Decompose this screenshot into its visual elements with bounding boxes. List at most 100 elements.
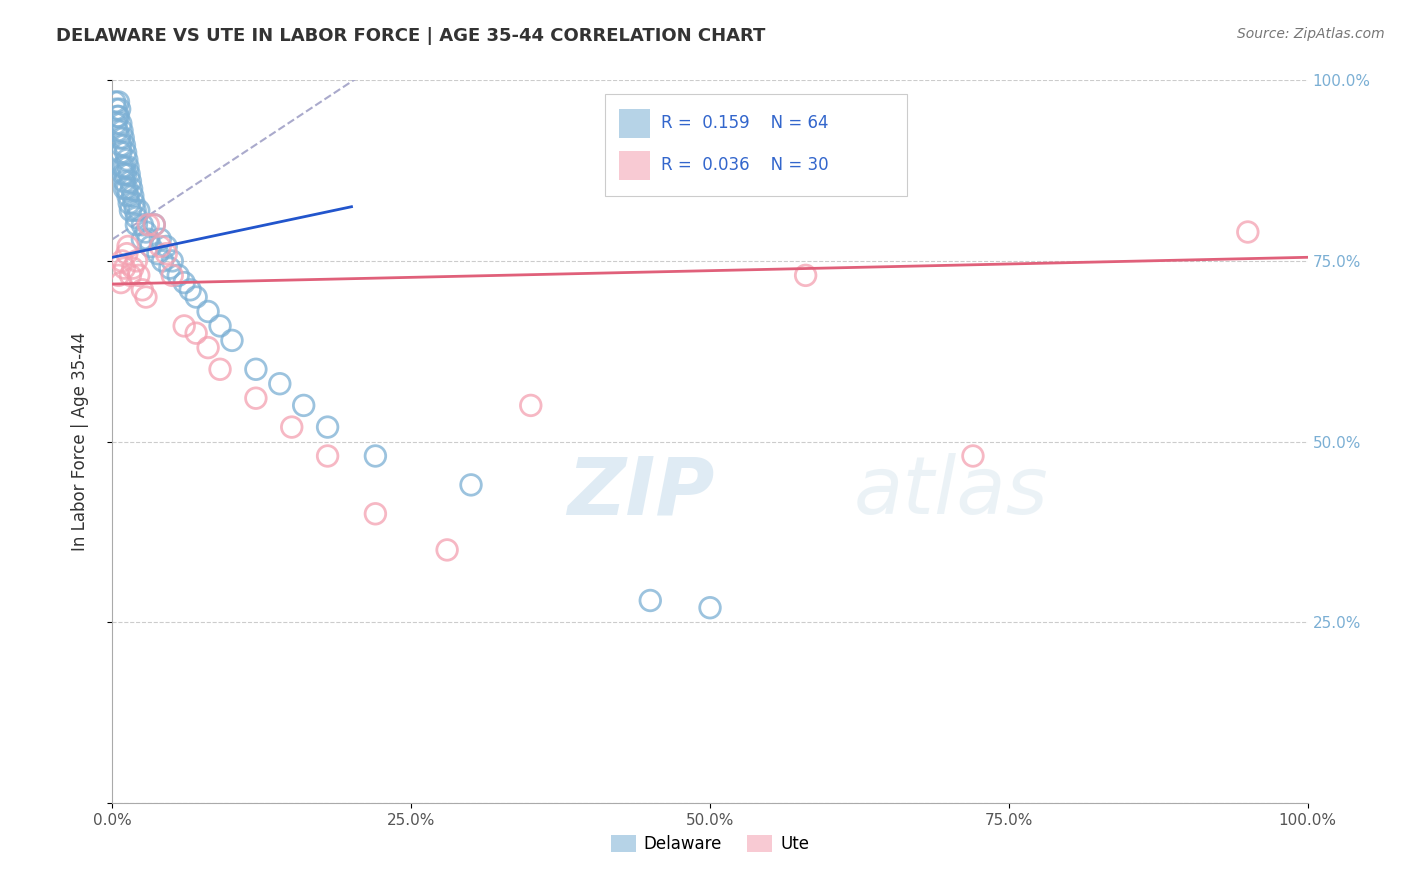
Legend: Delaware, Ute: Delaware, Ute: [603, 828, 817, 860]
Point: [364, 507, 387, 521]
Point: [110, 138, 132, 153]
Point: [131, 232, 153, 246]
Point: [316, 449, 339, 463]
Point: [699, 600, 721, 615]
Point: [122, 196, 145, 211]
Point: [110, 145, 132, 160]
Point: [197, 341, 219, 355]
Point: [436, 542, 458, 557]
Point: [107, 110, 129, 124]
Point: [292, 398, 315, 412]
Point: [794, 268, 817, 283]
Point: [167, 268, 190, 283]
Point: [281, 420, 304, 434]
Point: [143, 218, 166, 232]
Point: [149, 232, 172, 246]
Point: [316, 420, 339, 434]
Point: [120, 174, 142, 188]
Point: [138, 218, 160, 232]
Point: [105, 102, 128, 116]
Point: [125, 218, 148, 232]
Point: [114, 138, 135, 153]
Point: [245, 362, 267, 376]
Point: [269, 376, 291, 391]
Point: [173, 318, 195, 333]
Point: [209, 318, 232, 333]
Point: [124, 203, 146, 218]
Point: [115, 153, 138, 167]
Text: atlas: atlas: [853, 453, 1049, 531]
Point: [110, 276, 132, 290]
Point: [105, 124, 128, 138]
Point: [962, 449, 984, 463]
Point: [111, 253, 134, 268]
Point: [520, 398, 543, 412]
Point: [112, 167, 135, 181]
Point: [131, 218, 153, 232]
Point: [186, 326, 208, 340]
Point: [209, 362, 232, 376]
Point: [121, 261, 143, 276]
Point: [117, 160, 139, 174]
Point: [117, 239, 139, 253]
Point: [110, 117, 132, 131]
Text: Source: ZipAtlas.com: Source: ZipAtlas.com: [1237, 27, 1385, 41]
Point: [155, 239, 177, 253]
Point: [114, 167, 136, 181]
Point: [131, 283, 153, 297]
Point: [197, 304, 219, 318]
Point: [112, 131, 135, 145]
Point: [125, 253, 148, 268]
Point: [179, 283, 201, 297]
Point: [121, 189, 143, 203]
Point: [135, 290, 157, 304]
Point: [117, 189, 139, 203]
Point: [115, 182, 138, 196]
Point: [120, 203, 142, 218]
Point: [460, 478, 482, 492]
Point: [111, 124, 134, 138]
Point: [159, 261, 181, 276]
Point: [107, 95, 129, 109]
Point: [221, 334, 243, 348]
Point: [108, 131, 131, 145]
Text: R =  0.036    N = 30: R = 0.036 N = 30: [661, 156, 828, 174]
Point: [135, 225, 157, 239]
Point: [114, 261, 135, 276]
Point: [640, 593, 662, 607]
Point: [111, 160, 134, 174]
Point: [114, 182, 135, 196]
Point: [108, 102, 131, 116]
Point: [155, 246, 177, 260]
Point: [114, 174, 135, 188]
Point: [146, 246, 169, 260]
Point: [173, 276, 195, 290]
Point: [125, 211, 148, 225]
Point: [139, 239, 162, 253]
Point: [120, 268, 142, 283]
Point: [143, 218, 166, 232]
Point: [245, 391, 267, 405]
Text: DELAWARE VS UTE IN LABOR FORCE | AGE 35-44 CORRELATION CHART: DELAWARE VS UTE IN LABOR FORCE | AGE 35-…: [56, 27, 766, 45]
Text: ZIP: ZIP: [567, 453, 714, 531]
Point: [104, 95, 127, 109]
Point: [105, 117, 128, 131]
Point: [114, 160, 135, 174]
Point: [162, 253, 183, 268]
Point: [364, 449, 387, 463]
Point: [186, 290, 208, 304]
Point: [118, 167, 141, 181]
Point: [138, 232, 160, 246]
Point: [152, 253, 174, 268]
Point: [115, 246, 138, 260]
Point: [128, 268, 150, 283]
Point: [118, 196, 141, 211]
Text: R =  0.159    N = 64: R = 0.159 N = 64: [661, 114, 828, 132]
Point: [105, 110, 128, 124]
Point: [1237, 225, 1260, 239]
Point: [121, 182, 143, 196]
Point: [149, 239, 172, 253]
Point: [114, 145, 136, 160]
Y-axis label: In Labor Force | Age 35-44: In Labor Force | Age 35-44: [70, 332, 89, 551]
Point: [128, 203, 150, 218]
